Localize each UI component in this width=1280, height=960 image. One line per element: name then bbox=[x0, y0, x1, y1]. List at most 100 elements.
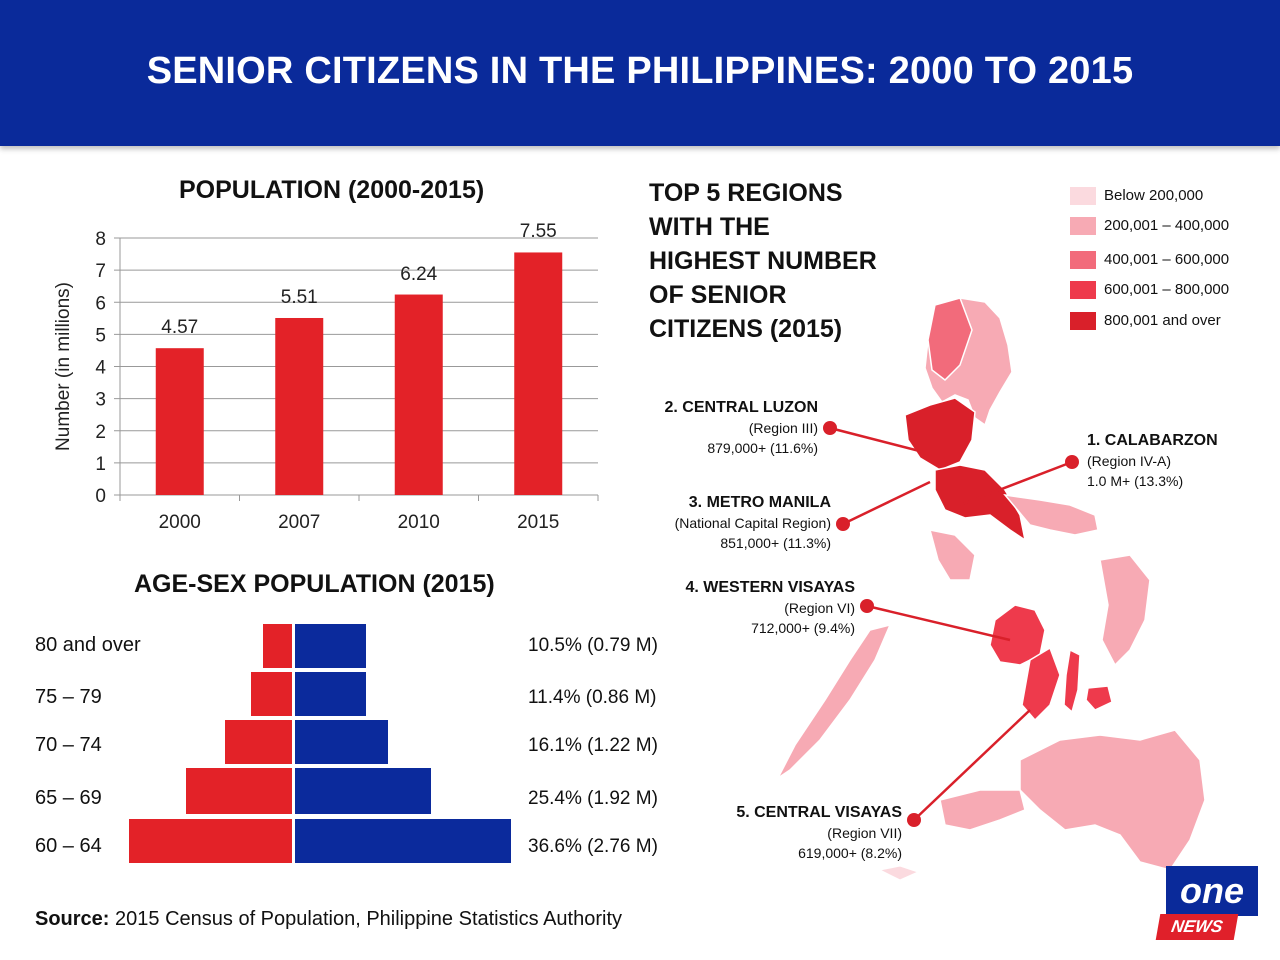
region-name: 3. METRO MANILA bbox=[688, 494, 831, 511]
pyramid-value-label: 25.4% (1.92 M) bbox=[528, 788, 658, 809]
region-value: 712,000+ (9.4%) bbox=[751, 620, 855, 636]
y-tick-label: 7 bbox=[95, 261, 106, 282]
legend-label: 400,001 – 600,000 bbox=[1104, 251, 1230, 268]
y-tick-label: 3 bbox=[95, 390, 106, 411]
y-tick-label: 8 bbox=[95, 229, 106, 250]
pyramid-bar-left bbox=[225, 720, 292, 764]
page-title: SENIOR CITIZENS IN THE PHILIPPINES: 2000… bbox=[146, 50, 1134, 92]
y-tick-label: 5 bbox=[95, 325, 106, 346]
map-samar-leyte bbox=[1099, 554, 1151, 667]
region-label-central-visayas: 5. CENTRAL VISAYAS (Region VII) 619,000+… bbox=[702, 803, 902, 863]
legend-label: 600,001 – 800,000 bbox=[1104, 281, 1230, 298]
pyramid-bar-right bbox=[295, 768, 431, 814]
pyramid-value-label: 16.1% (1.22 M) bbox=[528, 735, 658, 756]
pyramid-bar-right bbox=[295, 672, 366, 716]
pyramid-age-label: 75 – 79 bbox=[35, 686, 102, 708]
pyramid-bar-left bbox=[251, 672, 292, 716]
map-palawan bbox=[776, 623, 892, 781]
bar-2007 bbox=[275, 317, 324, 495]
region-name: 2. CENTRAL LUZON bbox=[664, 399, 818, 416]
map-negros bbox=[1021, 646, 1061, 722]
pyramid-value-label: 11.4% (0.86 M) bbox=[528, 687, 657, 708]
bar-value-label: 7.55 bbox=[519, 221, 557, 243]
legend-label: Below 200,000 bbox=[1104, 187, 1204, 204]
bar-value-label: 4.57 bbox=[161, 317, 199, 339]
y-tick-label: 2 bbox=[95, 422, 106, 443]
region-value: 879,000+ (11.6%) bbox=[707, 440, 818, 456]
y-axis-label: Number (in millions) bbox=[53, 282, 74, 451]
map-title-line: WITH THE bbox=[649, 213, 770, 241]
header-banner: SENIOR CITIZENS IN THE PHILIPPINES: 2000… bbox=[0, 0, 1280, 146]
region-connectors bbox=[823, 421, 1079, 827]
region-value: 851,000+ (11.3%) bbox=[720, 535, 831, 551]
y-tick-label: 6 bbox=[95, 293, 106, 314]
one-news-logo: one NEWS bbox=[1155, 866, 1260, 940]
pyramid-bar-left bbox=[129, 819, 292, 863]
map-mindanao bbox=[1019, 729, 1206, 871]
region-value: 619,000+ (8.2%) bbox=[798, 845, 902, 861]
legend-swatch bbox=[1070, 312, 1096, 330]
x-tick-label: 2007 bbox=[278, 512, 320, 533]
x-tick-label: 2000 bbox=[159, 512, 201, 533]
pyramid-age-label: 65 – 69 bbox=[35, 787, 102, 809]
source-label: Source: bbox=[35, 908, 110, 930]
population-bar-chart: 0 1 2 3 4 5 6 7 8 2000 2007 2010 2015 Number (in mill… bbox=[53, 229, 599, 533]
pyramid-value-label: 10.5% (0.79 M) bbox=[528, 635, 658, 656]
pyramid-value-label: 36.6% (2.76 M) bbox=[528, 836, 658, 857]
bar-chart-title: POPULATION (2000-2015) bbox=[179, 176, 485, 204]
legend-swatch bbox=[1070, 281, 1096, 299]
region-label-central-luzon: 2. CENTRAL LUZON (Region III) 879,000+ (… bbox=[618, 398, 818, 458]
map-mindoro bbox=[928, 529, 976, 581]
logo-one: one bbox=[1166, 866, 1258, 916]
region-code: (Region IV-A) bbox=[1087, 453, 1172, 469]
map-title-line: TOP 5 REGIONS bbox=[649, 179, 843, 207]
bar-2000 bbox=[155, 348, 204, 495]
pyramid-bar-right bbox=[295, 624, 366, 668]
region-name: 4. WESTERN VISAYAS bbox=[685, 579, 855, 596]
source-text: 2015 Census of Population, Philippine St… bbox=[109, 908, 622, 930]
pyramid-age-label: 70 – 74 bbox=[35, 734, 102, 756]
x-tick-label: 2010 bbox=[398, 512, 440, 533]
bar-value-label: 6.24 bbox=[400, 263, 438, 285]
map-bicol bbox=[1003, 493, 1099, 536]
region-name: 5. CENTRAL VISAYAS bbox=[736, 804, 902, 821]
y-tick-label: 4 bbox=[95, 358, 106, 379]
region-code: (Region III) bbox=[748, 420, 818, 436]
bar-2010 bbox=[394, 294, 443, 495]
pyramid-bar-left bbox=[263, 624, 292, 668]
map-cebu bbox=[1063, 648, 1081, 714]
map-title-line: CITIZENS (2015) bbox=[649, 315, 843, 343]
x-tick-label: 2015 bbox=[517, 512, 559, 533]
legend-label: 200,001 – 400,000 bbox=[1104, 217, 1230, 234]
region-code: (National Capital Region) bbox=[674, 515, 831, 531]
pyramid-bar-right bbox=[295, 720, 388, 764]
region-label-calabarzon: 1. CALABARZON (Region IV-A) 1.0 M+ (13.3… bbox=[1087, 431, 1267, 491]
y-tick-label: 0 bbox=[95, 486, 106, 507]
map-title: TOP 5 REGIONS WITH THE HIGHEST NUMBER OF… bbox=[649, 176, 909, 346]
pyramid-bar-right bbox=[295, 819, 511, 863]
legend-swatch bbox=[1070, 251, 1096, 269]
legend-swatch bbox=[1070, 217, 1096, 235]
map-sulu bbox=[878, 865, 920, 881]
map-calabarzon bbox=[934, 464, 1027, 542]
region-name: 1. CALABARZON bbox=[1087, 432, 1218, 449]
y-tick-label: 1 bbox=[95, 454, 106, 475]
map-zamboanga bbox=[939, 789, 1026, 831]
region-code: (Region VI) bbox=[784, 600, 855, 616]
source-note: Source: 2015 Census of Population, Phili… bbox=[35, 908, 622, 931]
map-bohol bbox=[1085, 685, 1113, 711]
region-value: 1.0 M+ (13.3%) bbox=[1087, 473, 1184, 489]
map-title-line: OF SENIOR bbox=[649, 281, 787, 309]
pyramid-bar-left bbox=[186, 768, 292, 814]
legend-swatch bbox=[1070, 187, 1096, 205]
bar-2015 bbox=[514, 252, 563, 495]
legend-label: 800,001 and over bbox=[1104, 312, 1221, 329]
pyramid-age-label: 80 and over bbox=[35, 634, 141, 656]
map-title-line: HIGHEST NUMBER bbox=[649, 247, 877, 275]
map-central-luzon bbox=[904, 397, 976, 471]
pyramid-age-label: 60 – 64 bbox=[35, 835, 102, 857]
pyramid-chart-title: AGE-SEX POPULATION (2015) bbox=[134, 570, 495, 598]
bar-value-label: 5.51 bbox=[280, 286, 318, 308]
map-luzon-north bbox=[927, 297, 973, 381]
